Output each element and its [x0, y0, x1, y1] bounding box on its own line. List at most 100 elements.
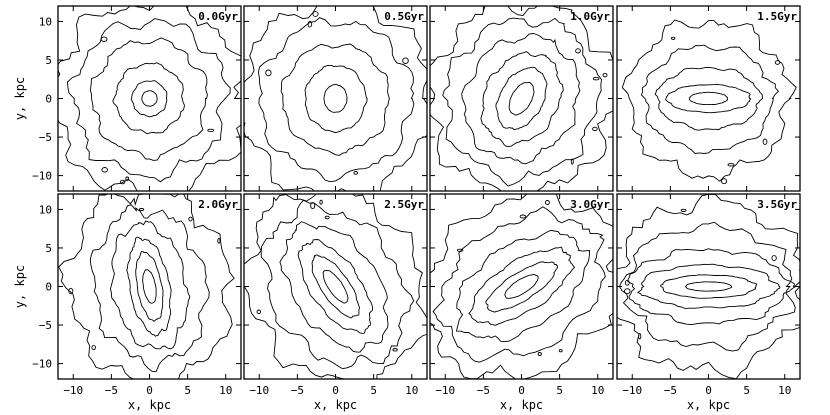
- panel-time-label: 1.5Gyr: [757, 10, 797, 23]
- contour-level-1: [322, 269, 349, 304]
- contour-level-4: [627, 248, 798, 326]
- contour-island: [207, 128, 215, 133]
- contour-island: [91, 344, 96, 351]
- x-tick-label: 5: [556, 384, 563, 397]
- contour-island: [570, 158, 574, 165]
- contour-level-1: [508, 82, 535, 116]
- contour-level-3: [480, 51, 564, 148]
- contour-level-5: [260, 199, 415, 370]
- y-tick-label: 5: [45, 54, 52, 67]
- panel-time-label: 1.0Gyr: [570, 10, 610, 23]
- y-tick-label: −10: [32, 170, 52, 183]
- panel-time-label: 0.5Gyr: [384, 10, 424, 23]
- panel-1-5Gyr: 1.5Gyr: [616, 5, 801, 192]
- contour-island: [670, 36, 676, 40]
- contour-level-6: [430, 194, 613, 379]
- y-tick-label: 0: [45, 281, 52, 294]
- contour-level-6: [617, 194, 800, 379]
- contour-island: [592, 126, 598, 132]
- contour-level-2: [485, 261, 558, 313]
- contour-level-5: [244, 6, 427, 191]
- contour-island: [319, 199, 323, 205]
- panel-0-5Gyr: 0.5Gyr: [243, 5, 428, 192]
- x-tick-label: 5: [370, 384, 377, 397]
- y-tick-label: 10: [39, 203, 52, 216]
- contour-island: [638, 333, 642, 340]
- contour-island: [307, 20, 313, 28]
- contour-island: [680, 208, 687, 212]
- contour-island: [727, 163, 735, 167]
- y-tick-label: −5: [39, 131, 52, 144]
- panel-time-label: 2.5Gyr: [384, 198, 424, 211]
- x-tick-label: 0: [332, 384, 339, 397]
- contour-level-1: [504, 274, 539, 299]
- panel-2-5Gyr: 2.5Gyr: [243, 193, 428, 380]
- contour-island: [265, 69, 272, 77]
- contour-island: [558, 349, 563, 353]
- contour-level-1: [684, 281, 733, 292]
- contour-level-5: [66, 18, 231, 183]
- panel-time-label: 2.0Gyr: [198, 198, 238, 211]
- contour-level-2: [660, 274, 758, 299]
- contour-island: [217, 237, 221, 244]
- contour-level-1: [323, 83, 348, 113]
- contour-level-2: [495, 66, 548, 131]
- contour-island: [101, 167, 108, 173]
- contour-level-4: [257, 17, 415, 183]
- contour-level-6: [58, 6, 241, 191]
- panel-3-0Gyr: 3.0Gyr: [429, 193, 614, 380]
- contour-island: [771, 255, 777, 262]
- contour-island: [310, 202, 316, 210]
- contour-island: [68, 287, 74, 295]
- contour-island: [537, 351, 542, 357]
- x-tick-label: 0: [146, 384, 153, 397]
- x-axis-title: x, kpc: [128, 398, 171, 412]
- y-tick-label: 0: [45, 93, 52, 106]
- x-tick-label: −10: [435, 384, 455, 397]
- contour-island: [519, 214, 527, 219]
- contour-island: [721, 178, 728, 185]
- x-tick-label: −5: [105, 384, 118, 397]
- y-tick-label: 5: [45, 242, 52, 255]
- panel-1-0Gyr: 1.0Gyr: [429, 5, 614, 192]
- contour-island: [774, 60, 781, 65]
- contour-level-5: [618, 221, 796, 352]
- contour-level-3: [636, 263, 781, 309]
- contour-level-6: [430, 6, 613, 191]
- x-tick-label: 10: [778, 384, 791, 397]
- contour-island: [256, 309, 262, 315]
- contour-island: [544, 200, 550, 205]
- contour-level-4: [640, 44, 780, 154]
- x-tick-label: −10: [63, 384, 83, 397]
- contour-level-1: [141, 90, 158, 107]
- contour-level-2: [311, 254, 360, 319]
- x-tick-label: −10: [622, 384, 642, 397]
- contour-level-2: [135, 250, 164, 322]
- contour-level-3: [468, 246, 576, 326]
- x-tick-label: 10: [219, 384, 232, 397]
- contour-level-5: [432, 206, 606, 363]
- contour-level-3: [126, 236, 172, 337]
- contour-level-3: [297, 239, 374, 334]
- panel-time-label: 0.0Gyr: [198, 10, 238, 23]
- contour-level-4: [461, 33, 581, 165]
- contour-island: [402, 57, 409, 64]
- contour-island: [100, 36, 108, 42]
- x-tick-label: 5: [743, 384, 750, 397]
- x-tick-label: −5: [291, 384, 304, 397]
- contour-island: [575, 48, 581, 54]
- contour-level-4: [455, 229, 591, 343]
- y-tick-label: 10: [39, 15, 52, 28]
- contour-island: [324, 215, 330, 220]
- contour-island: [624, 279, 630, 286]
- contour-island: [125, 176, 130, 181]
- panel-frame: [616, 193, 801, 380]
- x-axis-title: x, kpc: [687, 398, 730, 412]
- contour-level-2: [665, 83, 751, 114]
- y-axis-title: y, kpc: [13, 265, 27, 308]
- contour-level-5: [442, 17, 602, 187]
- contour-level-4: [110, 220, 191, 350]
- contour-island: [188, 216, 193, 222]
- x-tick-label: 10: [591, 384, 604, 397]
- x-tick-label: 0: [518, 384, 525, 397]
